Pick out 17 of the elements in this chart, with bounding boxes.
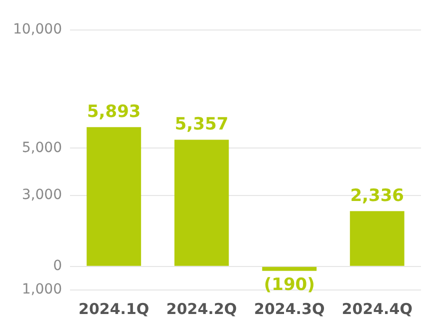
y-tick-label: 10,000 bbox=[12, 22, 62, 38]
y-tick-label: 5,000 bbox=[22, 140, 62, 156]
bar bbox=[350, 211, 404, 266]
data-label: (190) bbox=[264, 274, 315, 295]
data-label: 2,336 bbox=[350, 186, 404, 206]
x-tick-label: 2024.4Q bbox=[342, 300, 412, 318]
y-tick-label: 0 bbox=[53, 258, 62, 274]
bar bbox=[262, 266, 317, 271]
bar bbox=[86, 127, 142, 266]
y-tick-label: 3,000 bbox=[22, 187, 62, 204]
data-label: 5,357 bbox=[174, 114, 229, 135]
x-tick-label: 2024.3Q bbox=[254, 300, 325, 318]
bar bbox=[174, 140, 229, 266]
x-tick-label: 2024.1Q bbox=[78, 300, 150, 318]
x-tick-label: 2024.2Q bbox=[166, 300, 237, 318]
y-tick-label: 1,000 bbox=[22, 282, 62, 298]
data-label: 5,893 bbox=[86, 102, 141, 122]
